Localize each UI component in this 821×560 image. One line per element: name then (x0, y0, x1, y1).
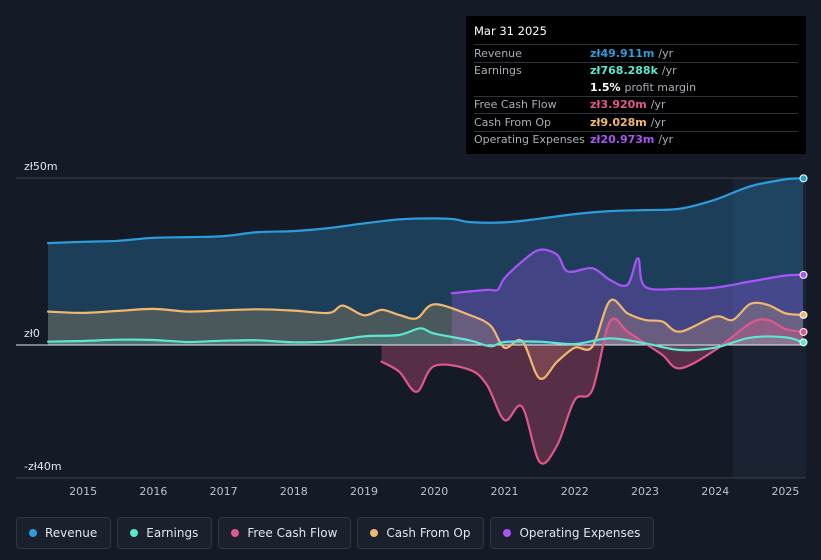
x-tick-label: 2021 (491, 485, 519, 498)
tooltip-row-margin: 1.5% profit margin (474, 79, 798, 96)
free-cash-flow-end-dot (799, 327, 808, 336)
x-tick-label: 2015 (69, 485, 97, 498)
series-end-dots (799, 174, 808, 347)
cash-from-op-line (46, 298, 805, 380)
tooltip-label: Operating Expenses (474, 133, 585, 147)
tooltip-label: Revenue (474, 46, 522, 60)
tooltip-unit: /yr (658, 133, 674, 147)
tooltip-value: zł3.920m (590, 98, 647, 112)
legend-operating-expenses[interactable]: Operating Expenses (490, 517, 655, 549)
revenue-dot-icon (29, 529, 37, 537)
free-cash-flow-area (381, 318, 803, 464)
cash-from-op-dot-icon (370, 529, 379, 537)
x-tick-label: 2019 (350, 485, 378, 498)
tooltip-label: Free Cash Flow (474, 98, 557, 112)
x-tick-label: 2017 (210, 485, 238, 498)
operating-expenses-line (450, 248, 805, 295)
x-tick-label: 2022 (561, 485, 589, 498)
earnings-line (46, 327, 805, 352)
revenue-line (46, 177, 805, 245)
x-tick-label: 2020 (420, 485, 448, 498)
tooltip-unit: /yr (650, 98, 666, 112)
y-tick-zero: zł0 (24, 327, 40, 340)
operating-expenses-dot-icon (503, 529, 512, 537)
tooltip-row-fcf: Free Cash Flow zł3.920m /yr (474, 95, 798, 114)
x-tick-label: 2024 (701, 485, 729, 498)
tooltip-row-cfo: Cash From Op zł9.028m /yr (474, 113, 798, 131)
tooltip-unit: /yr (650, 115, 666, 129)
tooltip-label: Cash From Op (474, 115, 552, 129)
legend-free-cash-flow[interactable]: Free Cash Flow (218, 517, 352, 549)
tooltip-row-opex: Operating Expenses zł20.973m /yr (474, 130, 798, 149)
legend-label: Cash From Op (386, 526, 471, 540)
x-tick-label: 2025 (771, 485, 799, 498)
y-tick-bottom: -zł40m (24, 460, 62, 473)
legend-label: Free Cash Flow (247, 526, 338, 540)
x-tick-label: 2016 (139, 485, 167, 498)
chart-legend: Revenue Earnings Free Cash Flow Cash Fro… (16, 517, 655, 549)
data-tooltip: Mar 31 2025 Revenue zł49.911m /yr Earnin… (466, 16, 806, 154)
series-lines (46, 177, 805, 465)
earnings-dot-icon (130, 529, 139, 537)
legend-label: Revenue (45, 526, 98, 540)
tooltip-row-earnings: Earnings zł768.288k /yr (474, 61, 798, 80)
series-areas (48, 178, 803, 464)
cash-from-op-end-dot (799, 310, 808, 319)
legend-label: Operating Expenses (519, 526, 641, 540)
tooltip-unit: /yr (658, 46, 674, 60)
operating-expenses-area (451, 249, 803, 345)
revenue-area (48, 178, 803, 345)
tooltip-unit: /yr (661, 64, 677, 78)
tooltip-value: 1.5% (590, 80, 621, 94)
tooltip-row-revenue: Revenue zł49.911m /yr (474, 44, 798, 62)
tooltip-value: zł20.973m (590, 133, 655, 147)
x-axis: 2015 2016 2017 2018 2019 2020 2021 2022 2023 2024… (69, 485, 799, 498)
legend-revenue[interactable]: Revenue (16, 517, 112, 549)
earnings-end-dot (799, 338, 808, 347)
free-cash-flow-dot-icon (231, 529, 240, 537)
legend-earnings[interactable]: Earnings (117, 517, 213, 549)
x-tick-label: 2023 (631, 485, 659, 498)
tooltip-date: Mar 31 2025 (474, 24, 547, 38)
legend-label: Earnings (146, 526, 199, 540)
free-cash-flow-line (380, 317, 805, 465)
tooltip-value: zł49.911m (590, 46, 655, 60)
tooltip-label: Earnings (474, 64, 522, 78)
operating-expenses-end-dot (799, 270, 808, 279)
revenue-end-dot (799, 174, 808, 183)
tooltip-value: zł9.028m (590, 115, 647, 129)
tooltip-unit: profit margin (624, 80, 697, 94)
y-tick-top: zł50m (24, 160, 58, 173)
x-tick-label: 2018 (280, 485, 308, 498)
tooltip-value: zł768.288k (590, 64, 658, 78)
legend-cash-from-op[interactable]: Cash From Op (357, 517, 485, 549)
